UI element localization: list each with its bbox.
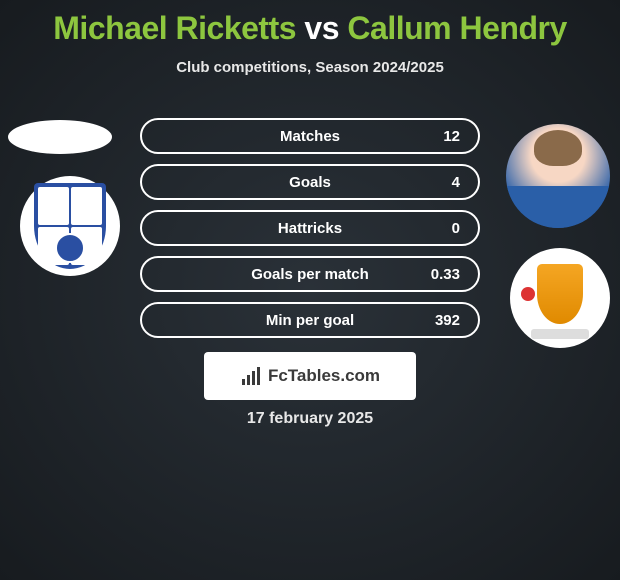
stat-right-value: 0.33	[431, 266, 460, 283]
stat-label: Goals per match	[142, 266, 478, 283]
club-crest-icon	[34, 183, 106, 269]
stat-row-goals: Goals 4	[140, 164, 480, 200]
stat-label: Min per goal	[142, 312, 478, 329]
stat-row-min-per-goal: Min per goal 392	[140, 302, 480, 338]
brand-text: FcTables.com	[268, 366, 380, 386]
stat-row-hattricks: Hattricks 0	[140, 210, 480, 246]
stat-label: Matches	[142, 128, 478, 145]
stats-container: Matches 12 Goals 4 Hattricks 0 Goals per…	[140, 118, 480, 348]
date-text: 17 february 2025	[0, 410, 620, 428]
brand-bars-icon	[240, 367, 262, 385]
stat-right-value: 4	[452, 174, 460, 191]
comparison-title: Michael Ricketts vs Callum Hendry	[0, 0, 620, 47]
mk-badge-icon	[527, 261, 593, 335]
player2-avatar	[506, 124, 610, 228]
stat-label: Goals	[142, 174, 478, 191]
player1-club-crest	[20, 176, 120, 276]
stat-row-goals-per-match: Goals per match 0.33	[140, 256, 480, 292]
vs-text: vs	[304, 10, 339, 46]
player2-name: Callum Hendry	[347, 10, 566, 46]
stat-right-value: 0	[452, 220, 460, 237]
brand-box: FcTables.com	[204, 352, 416, 400]
stat-right-value: 12	[443, 128, 460, 145]
player2-club-crest	[510, 248, 610, 348]
subtitle: Club competitions, Season 2024/2025	[0, 59, 620, 76]
player1-name: Michael Ricketts	[53, 10, 296, 46]
player1-avatar-placeholder	[8, 120, 112, 154]
stat-label: Hattricks	[142, 220, 478, 237]
stat-row-matches: Matches 12	[140, 118, 480, 154]
stat-right-value: 392	[435, 312, 460, 329]
